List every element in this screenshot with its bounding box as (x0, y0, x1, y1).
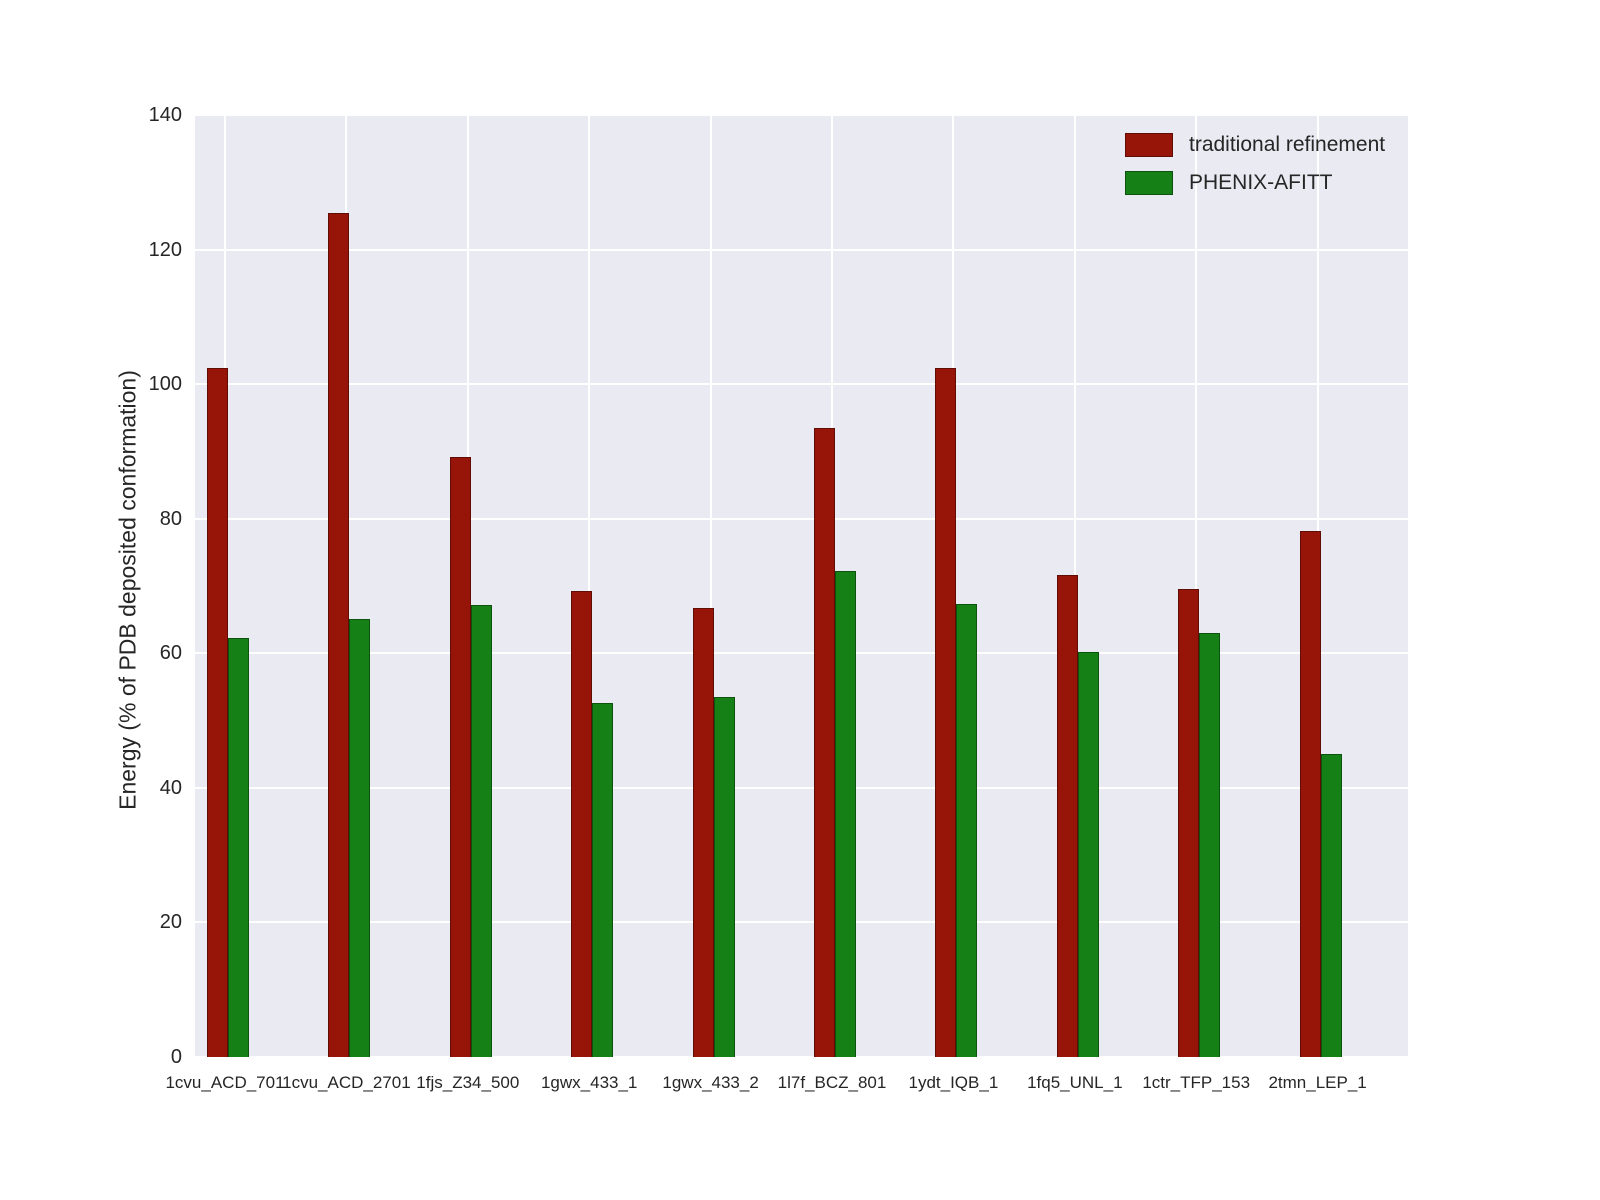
bar-traditional (692, 608, 714, 1057)
bar-traditional (207, 368, 228, 1057)
h-gridline (195, 517, 1408, 520)
y-tick-label: 120 (148, 238, 182, 261)
x-tick-label: 1cvu_ACD_701 (165, 1073, 285, 1092)
bar-afitt (956, 604, 978, 1057)
bar-afitt (1320, 754, 1342, 1057)
y-tick-label: 20 (159, 911, 182, 934)
y-tick-label: 140 (148, 104, 182, 126)
legend-entry-traditional: traditional refinement (1125, 133, 1385, 157)
h-gridline (195, 786, 1408, 789)
x-tick-label: 1fjs_Z34_500 (416, 1073, 520, 1092)
x-tick-label: 1gwx_433_1 (540, 1073, 638, 1092)
x-tick-label: 1l7f_BCZ_801 (777, 1073, 887, 1092)
legend-label-afitt: PHENIX-AFITT (1189, 171, 1333, 194)
bar-traditional (449, 456, 471, 1057)
h-gridline (195, 921, 1408, 924)
bar-afitt (470, 604, 492, 1057)
bar-traditional (571, 590, 593, 1057)
bar-traditional (814, 427, 835, 1057)
h-gridline (195, 652, 1408, 655)
bar-afitt (1077, 651, 1099, 1057)
bar-traditional (328, 213, 350, 1057)
legend-entry-afitt: PHENIX-AFITT (1125, 171, 1385, 195)
y-tick-label: 0 (170, 1046, 182, 1068)
v-gridline (1195, 115, 1198, 1057)
bar-afitt (835, 570, 856, 1057)
h-gridline (195, 383, 1408, 386)
bar-afitt (228, 637, 249, 1057)
bar-traditional (935, 368, 957, 1057)
bar-traditional (1178, 588, 1200, 1057)
x-tick-label: 1fq5_UNL_1 (1027, 1073, 1123, 1092)
bar-afitt (349, 618, 371, 1057)
x-tick-label: 2tmn_LEP_1 (1268, 1073, 1367, 1092)
h-gridline (195, 248, 1408, 251)
legend-label-traditional: traditional refinement (1189, 133, 1386, 156)
x-tick-label: 1gwx_433_2 (662, 1073, 759, 1092)
legend: traditional refinement PHENIX-AFITT (1125, 133, 1385, 195)
y-tick-label: 100 (148, 373, 182, 396)
y-tick-label: 80 (159, 507, 182, 530)
y-axis-label: Energy (% of PDB deposited conformation) (114, 370, 141, 810)
x-tick-label: 1ctr_TFP_153 (1142, 1073, 1251, 1092)
x-tick-label: 1ydt_IQB_1 (908, 1073, 999, 1092)
legend-swatch-traditional (1125, 133, 1173, 157)
h-gridline (195, 1056, 1408, 1057)
bar-afitt (592, 703, 614, 1057)
x-tick-label: 1cvu_ACD_2701 (282, 1073, 411, 1092)
bar-afitt (1199, 633, 1221, 1057)
bar-traditional (1299, 530, 1321, 1057)
h-gridline (195, 115, 1408, 116)
v-gridline (588, 115, 591, 1057)
y-tick-label: 40 (159, 776, 182, 799)
v-gridline (709, 115, 712, 1057)
legend-swatch-afitt (1125, 171, 1173, 195)
y-tick-label: 60 (159, 642, 182, 665)
bar-afitt (713, 697, 735, 1057)
bar-traditional (1056, 575, 1078, 1057)
plot-area: traditional refinement PHENIX-AFITT (195, 115, 1408, 1057)
